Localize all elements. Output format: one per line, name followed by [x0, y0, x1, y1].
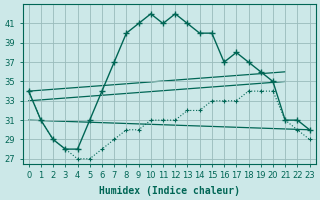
- X-axis label: Humidex (Indice chaleur): Humidex (Indice chaleur): [99, 186, 240, 196]
